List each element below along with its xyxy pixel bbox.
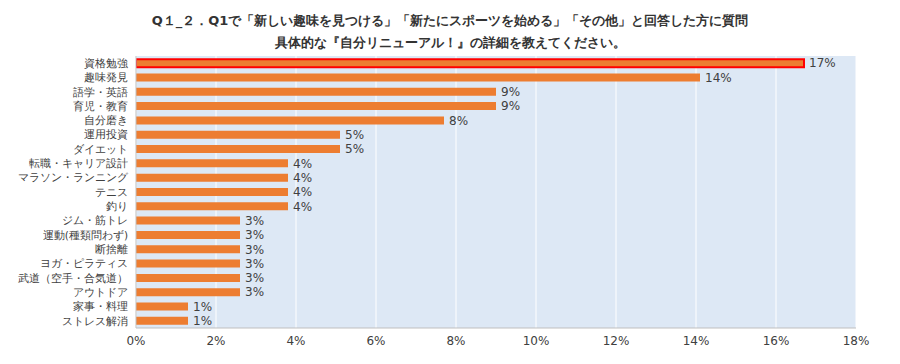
svg-text:マラソン・ランニング: マラソン・ランニング: [18, 171, 129, 183]
svg-text:8%: 8%: [446, 334, 465, 348]
svg-text:4%: 4%: [293, 157, 312, 171]
svg-text:趣味発見: 趣味発見: [84, 71, 128, 83]
svg-text:14%: 14%: [705, 71, 732, 85]
svg-text:ジム・筋トレ: ジム・筋トレ: [62, 214, 128, 226]
svg-text:家事・料理: 家事・料理: [73, 300, 128, 312]
svg-text:8%: 8%: [449, 114, 468, 128]
svg-text:アウトドア: アウトドア: [73, 286, 128, 298]
svg-text:14%: 14%: [683, 334, 710, 348]
svg-text:4%: 4%: [293, 185, 312, 199]
svg-text:9%: 9%: [501, 85, 520, 99]
svg-text:2%: 2%: [206, 334, 225, 348]
svg-text:4%: 4%: [293, 200, 312, 214]
svg-text:10%: 10%: [523, 334, 550, 348]
svg-text:資格勉強: 資格勉強: [84, 57, 128, 69]
svg-text:運用投資: 運用投資: [84, 128, 128, 140]
svg-text:5%: 5%: [345, 142, 364, 156]
svg-text:ストレス解消: ストレス解消: [62, 315, 128, 327]
svg-text:5%: 5%: [345, 128, 364, 142]
html-text:Q１_２．Q1で「新しい趣味を見つける」「新たにスポーツを始: Q１_２．Q1で「新しい趣味を見つける」「新たにスポーツを始める」「その他」と回…: [151, 13, 749, 28]
svg-text:育児・教育: 育児・教育: [73, 100, 128, 112]
svg-text:12%: 12%: [603, 334, 630, 348]
svg-text:3%: 3%: [245, 285, 264, 299]
svg-text:武道（空手・合気道）: 武道（空手・合気道）: [18, 272, 128, 284]
svg-text:ヨガ・ピラティス: ヨガ・ピラティス: [40, 257, 128, 269]
svg-text:6%: 6%: [366, 334, 385, 348]
svg-text:転職・キャリア設計: 転職・キャリア設計: [29, 157, 128, 169]
svg-text:3%: 3%: [245, 271, 264, 285]
svg-text:ダイエット: ダイエット: [73, 143, 128, 155]
svg-text:自分磨き: 自分磨き: [84, 114, 128, 126]
svg-text:釣り: 釣り: [106, 200, 128, 212]
svg-text:テニス: テニス: [95, 186, 128, 198]
svg-text:3%: 3%: [245, 228, 264, 242]
svg-text:1%: 1%: [193, 314, 212, 328]
svg-text:断捨離: 断捨離: [95, 243, 128, 255]
svg-text:18%: 18%: [843, 334, 870, 348]
svg-text:17%: 17%: [809, 56, 836, 70]
svg-text:運動(種類問わず): 運動(種類問わず): [43, 229, 128, 242]
svg-text:1%: 1%: [193, 300, 212, 314]
svg-text:3%: 3%: [245, 243, 264, 257]
html-text:具体的な『自分リニューアル！』の詳細を教えてください。: 具体的な『自分リニューアル！』の詳細を教えてください。: [274, 35, 626, 50]
svg-text:9%: 9%: [501, 99, 520, 113]
svg-text:語学・英語: 語学・英語: [73, 86, 128, 98]
svg-text:0%: 0%: [126, 334, 145, 348]
svg-text:4%: 4%: [286, 334, 305, 348]
svg-text:4%: 4%: [293, 171, 312, 185]
svg-text:16%: 16%: [763, 334, 790, 348]
svg-text:3%: 3%: [245, 214, 264, 228]
svg-text:3%: 3%: [245, 257, 264, 271]
